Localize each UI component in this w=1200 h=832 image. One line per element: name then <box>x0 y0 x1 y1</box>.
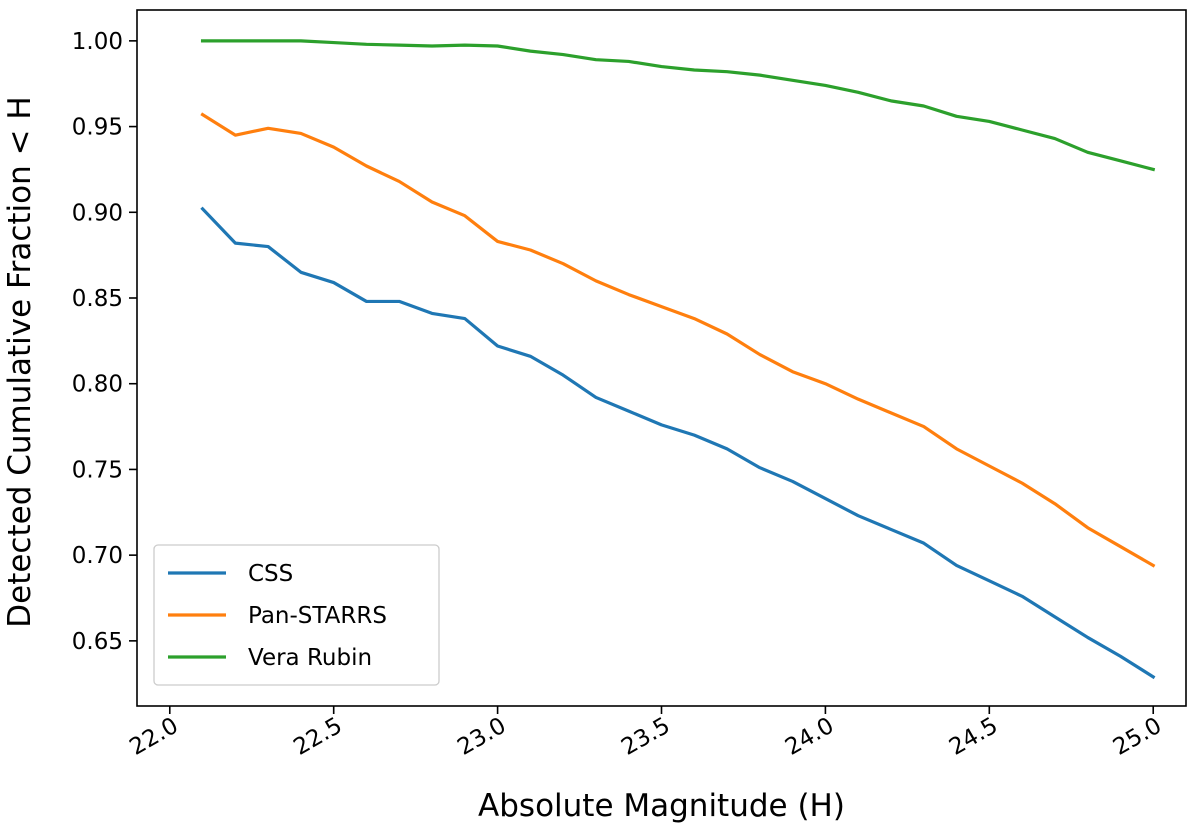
x-axis-label: Absolute Magnitude (H) <box>478 788 845 824</box>
y-tick-label: 0.80 <box>72 372 123 398</box>
legend-label-pan-starrs: Pan-STARRS <box>248 603 387 629</box>
legend-label-vera-rubin: Vera Rubin <box>248 645 372 671</box>
series-line-vera-rubin <box>200 39 1156 172</box>
y-tick-label: 1.00 <box>72 29 123 55</box>
y-tick-label: 0.70 <box>72 543 123 569</box>
x-tick-label: 23.5 <box>617 713 674 761</box>
y-axis-label: Detected Cumulative Fraction < H <box>2 96 38 628</box>
x-tick-label: 24.0 <box>781 713 838 761</box>
series-line-pan-starrs <box>200 112 1156 568</box>
x-tick-label: 24.5 <box>945 713 1002 761</box>
legend-box <box>153 544 440 686</box>
x-tick-label: 22.5 <box>289 713 346 761</box>
x-tick-label: 25.0 <box>1109 713 1166 761</box>
x-tick-label: 22.0 <box>125 713 182 761</box>
y-tick-label: 0.90 <box>72 200 123 226</box>
legend: CSS Pan-STARRS Vera Rubin <box>153 544 440 686</box>
y-tick-label: 0.75 <box>72 457 123 483</box>
y-tick-label: 0.95 <box>72 115 123 141</box>
series-lines <box>200 39 1156 680</box>
y-tick-label: 0.65 <box>72 629 123 655</box>
y-tick-label: 0.85 <box>72 286 123 312</box>
series-line-css <box>200 206 1156 680</box>
x-tick-label: 23.0 <box>453 713 510 761</box>
legend-label-css: CSS <box>248 561 293 587</box>
